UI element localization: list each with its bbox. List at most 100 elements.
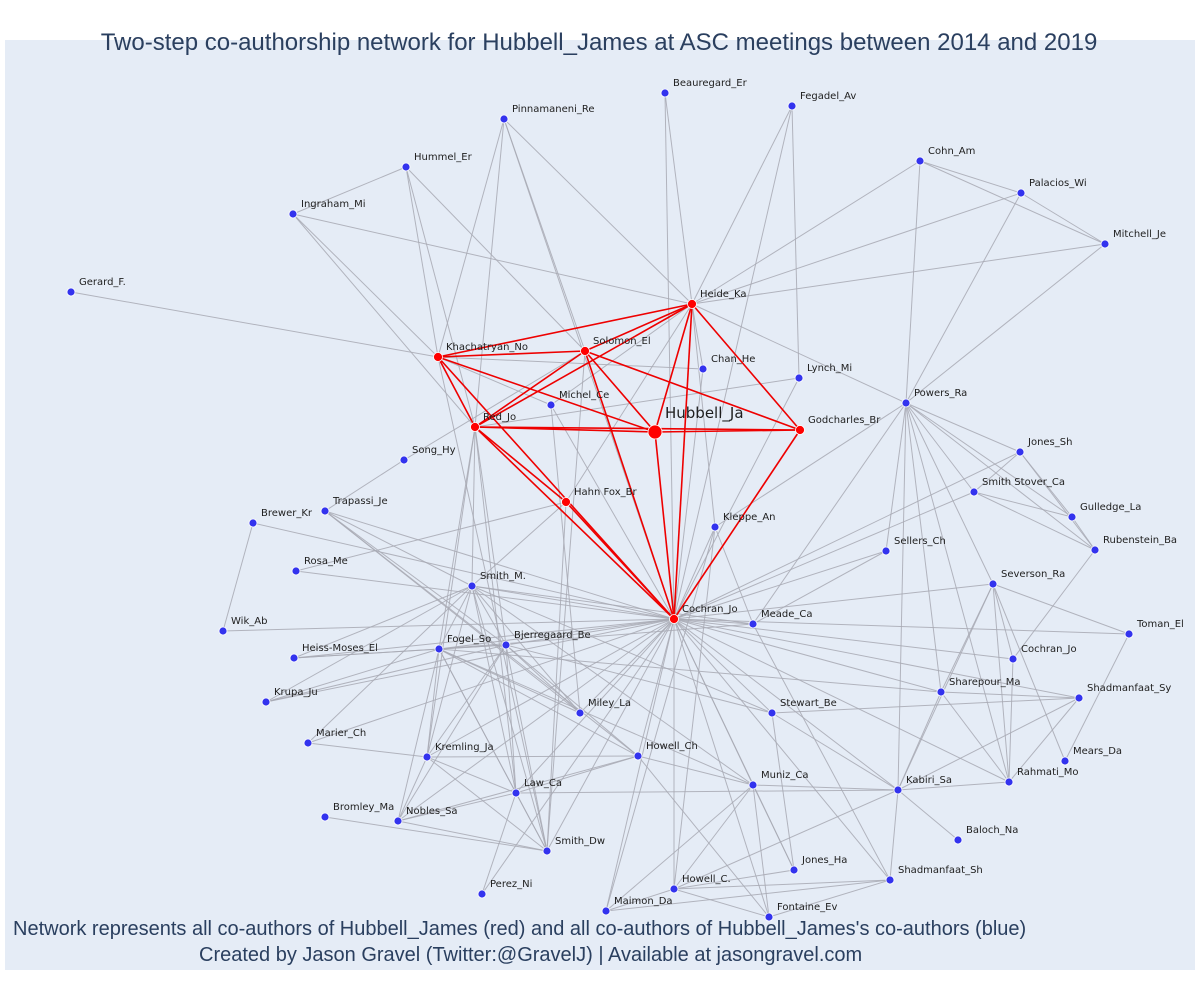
node-meade-ca[interactable] bbox=[748, 619, 758, 629]
secondary-edge-lynch-mi-cochran-jo bbox=[673, 377, 800, 620]
node-mitchell-je[interactable] bbox=[1100, 239, 1110, 249]
node-kabiri-sa[interactable] bbox=[893, 785, 903, 795]
node-lynch-mi[interactable] bbox=[794, 373, 804, 383]
node-trapassi-je[interactable] bbox=[320, 506, 330, 516]
node-kremling-ja[interactable] bbox=[422, 752, 432, 762]
node-kleppe-an[interactable] bbox=[710, 522, 720, 532]
primary-edge-hubbell-ja-heide-ka bbox=[654, 303, 693, 433]
node-ingraham-mi[interactable] bbox=[288, 209, 298, 219]
node-label-howell-ch: Howell_Ch bbox=[646, 741, 698, 752]
secondary-edge-bjerregaard-be-heiss-moses-el bbox=[293, 644, 507, 659]
node-sellers-ch[interactable] bbox=[881, 546, 891, 556]
node-gulledge-la[interactable] bbox=[1067, 512, 1077, 522]
node-jones-ha[interactable] bbox=[789, 865, 799, 875]
node-rahmati-mo[interactable] bbox=[1004, 777, 1014, 787]
node-wik-ab[interactable] bbox=[218, 626, 228, 636]
node-label-red-jo: Red_Jo bbox=[483, 412, 516, 423]
node-stewart-be[interactable] bbox=[767, 708, 777, 718]
secondary-edge-powers-ra-severson-ra bbox=[905, 402, 994, 585]
node-pinnamaneni-re[interactable] bbox=[499, 114, 509, 124]
node-label-shadmanfaat-sy: Shadmanfaat_Sy bbox=[1087, 683, 1171, 694]
secondary-edge-cochran-jo-sharepour-ma bbox=[673, 618, 942, 693]
secondary-edge-smith-stover-ca-rubenstein-ba bbox=[973, 491, 1096, 551]
node-heiss-moses-el[interactable] bbox=[289, 653, 299, 663]
primary-edge-red-jo-cochran-jo bbox=[474, 426, 675, 620]
secondary-edge-hahn-fox-br-rosa-me bbox=[295, 501, 567, 572]
secondary-edge-sharepour-ma-fogel-so bbox=[438, 648, 942, 693]
node-solomon-el[interactable] bbox=[580, 346, 590, 356]
node-hubbell-ja[interactable] bbox=[647, 424, 663, 440]
secondary-edge-maimon-da-kleppe-an bbox=[605, 526, 716, 912]
secondary-edge-smith-m-fogel-so bbox=[438, 585, 473, 650]
node-bjerregaard-be[interactable] bbox=[501, 640, 511, 650]
node-bromley-ma[interactable] bbox=[320, 812, 330, 822]
secondary-edge-trapassi-je-bjerregaard-be bbox=[324, 510, 507, 646]
node-label-muniz-ca: Muniz_Ca bbox=[761, 770, 808, 781]
node-gerard-f[interactable] bbox=[66, 287, 76, 297]
node-hahn-fox-br[interactable] bbox=[561, 497, 571, 507]
node-fegadel-av[interactable] bbox=[787, 101, 797, 111]
secondary-edge-cochran-jo-miley-la bbox=[579, 618, 675, 714]
secondary-edge-howell-ch-fontaine-ev bbox=[637, 755, 770, 918]
secondary-edge-kabiri-sa-rahmati-mo bbox=[897, 781, 1010, 791]
node-heide-ka[interactable] bbox=[687, 299, 697, 309]
node-smith-dw[interactable] bbox=[542, 846, 552, 856]
node-red-jo[interactable] bbox=[470, 422, 480, 432]
node-smith-stover-ca[interactable] bbox=[969, 487, 979, 497]
node-smith-m[interactable] bbox=[467, 581, 477, 591]
node-label-bromley-ma: Bromley_Ma bbox=[333, 802, 394, 813]
node-beauregard-er[interactable] bbox=[660, 88, 670, 98]
node-rosa-me[interactable] bbox=[291, 566, 301, 576]
node-label-kleppe-an: Kleppe_An bbox=[723, 512, 776, 523]
node-nobles-sa[interactable] bbox=[393, 816, 403, 826]
node-howell-ch[interactable] bbox=[633, 751, 643, 761]
node-cochran-jo[interactable] bbox=[669, 614, 679, 624]
node-sharepour-ma[interactable] bbox=[936, 687, 946, 697]
node-palacios-wi[interactable] bbox=[1016, 188, 1026, 198]
node-baloch-na[interactable] bbox=[953, 835, 963, 845]
node-shadmanfaat-sh[interactable] bbox=[885, 875, 895, 885]
node-powers-ra[interactable] bbox=[901, 398, 911, 408]
node-michel-ce[interactable] bbox=[546, 400, 556, 410]
secondary-edge-cochran-jo-maimon-da bbox=[605, 618, 675, 912]
node-severson-ra[interactable] bbox=[988, 579, 998, 589]
node-howell-c[interactable] bbox=[669, 884, 679, 894]
secondary-edge-shadmanfaat-sy-stewart-be bbox=[771, 697, 1080, 714]
node-mears-da[interactable] bbox=[1060, 756, 1070, 766]
secondary-edge-hummel-er-solomon-el bbox=[405, 166, 586, 352]
node-rubenstein-ba[interactable] bbox=[1090, 545, 1100, 555]
node-label-miley-la: Miley_La bbox=[588, 698, 631, 709]
node-fontaine-ev[interactable] bbox=[764, 912, 774, 922]
node-hummel-er[interactable] bbox=[401, 162, 411, 172]
node-fogel-so[interactable] bbox=[434, 644, 444, 654]
node-marier-ch[interactable] bbox=[303, 738, 313, 748]
node-perez-ni[interactable] bbox=[477, 889, 487, 899]
node-godcharles-br[interactable] bbox=[795, 425, 805, 435]
primary-edge-solomon-el-godcharles-br bbox=[584, 350, 801, 431]
node-krupa-ju[interactable] bbox=[261, 697, 271, 707]
node-label-hahn-fox-br: Hahn Fox_Br bbox=[574, 487, 637, 498]
secondary-edge-heide-ka-mitchell-je bbox=[691, 243, 1106, 305]
node-khachatryan-no[interactable] bbox=[433, 352, 443, 362]
node-brewer-kr[interactable] bbox=[248, 518, 258, 528]
node-toman-el[interactable] bbox=[1124, 629, 1134, 639]
secondary-edge-kleppe-an-howell-c bbox=[673, 526, 716, 890]
node-song-hy[interactable] bbox=[399, 455, 409, 465]
secondary-edge-beauregard-er-cochran-jo bbox=[664, 92, 675, 620]
node-shadmanfaat-sy[interactable] bbox=[1074, 693, 1084, 703]
node-maimon-da[interactable] bbox=[601, 906, 611, 916]
node-law-ca[interactable] bbox=[511, 788, 521, 798]
node-cochran-jo-2[interactable] bbox=[1008, 654, 1018, 664]
node-label-heide-ka: Heide_Ka bbox=[700, 289, 746, 300]
network-nodes[interactable] bbox=[66, 88, 1134, 922]
secondary-edge-smith-m-kremling-ja bbox=[426, 585, 473, 758]
secondary-edge-perez-ni-law-ca bbox=[481, 792, 517, 895]
secondary-edge-cochran-jo-bjerregaard-be bbox=[505, 618, 675, 646]
secondary-edges bbox=[70, 92, 1130, 918]
node-miley-la[interactable] bbox=[575, 708, 585, 718]
node-muniz-ca[interactable] bbox=[748, 780, 758, 790]
node-chan-he[interactable] bbox=[698, 364, 708, 374]
node-jones-sh[interactable] bbox=[1015, 447, 1025, 457]
node-cohn-am[interactable] bbox=[915, 156, 925, 166]
